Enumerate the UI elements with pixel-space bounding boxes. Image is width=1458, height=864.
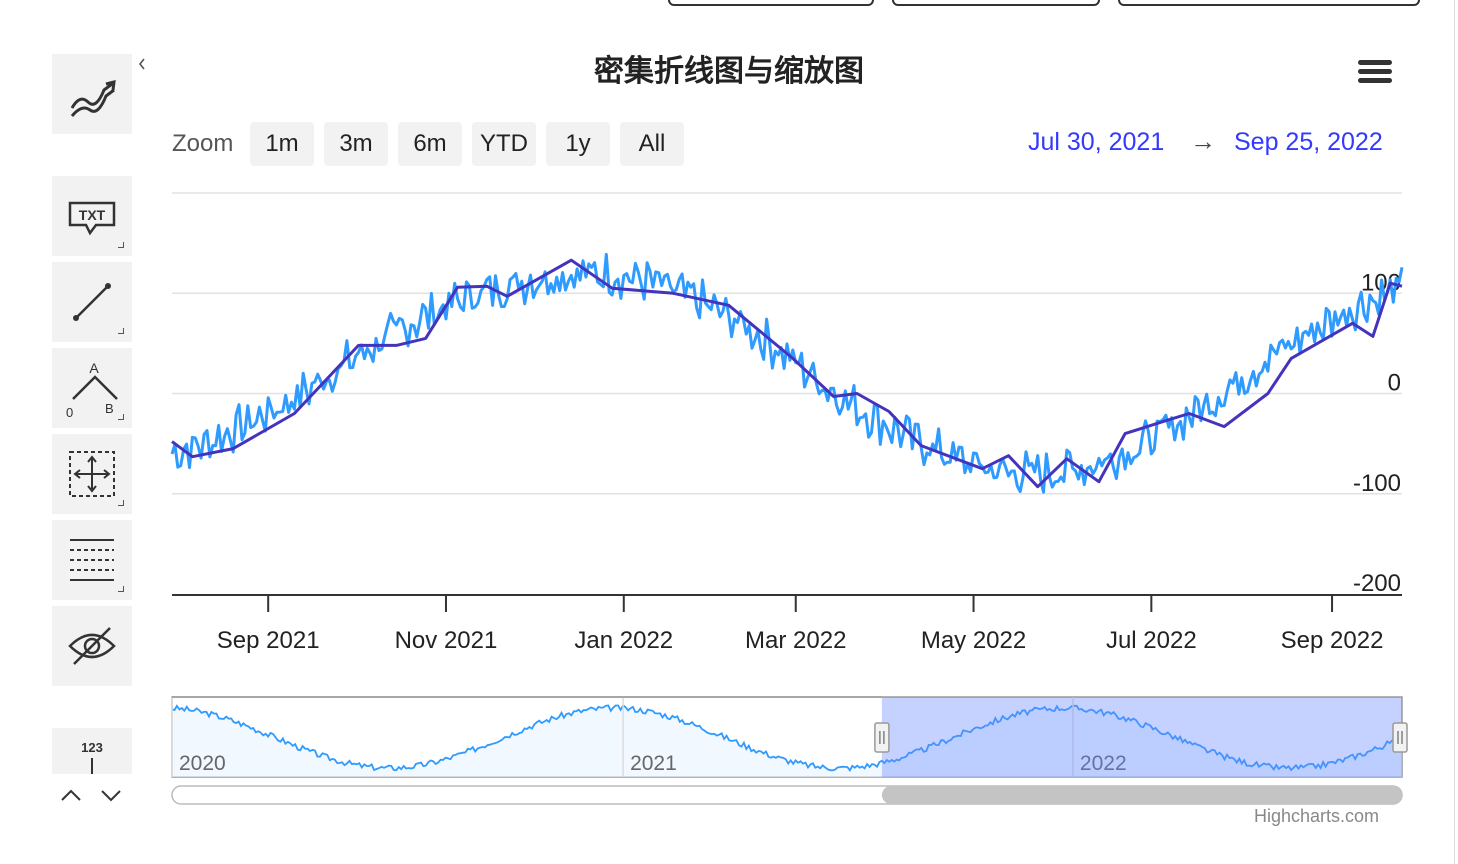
handle-body xyxy=(874,722,890,753)
grid-lines-icon xyxy=(70,539,114,581)
measure-icon: A 0 B xyxy=(66,360,118,420)
scroll-down-icon[interactable] xyxy=(101,790,121,802)
x-tick-label: Jan 2022 xyxy=(574,627,673,654)
zoom-all-button[interactable]: All xyxy=(620,122,684,166)
x-tick-label: Sep 2022 xyxy=(1281,627,1384,654)
right-divider xyxy=(1454,0,1455,864)
x-tick-label: Jul 2022 xyxy=(1106,627,1197,654)
range-arrow-icon: → xyxy=(1190,126,1216,156)
submenu-corner xyxy=(118,500,124,506)
navigator-year-label: 2022 xyxy=(1080,752,1127,775)
visibility-button[interactable] xyxy=(52,606,132,686)
grid-lines-button[interactable] xyxy=(52,520,132,600)
submenu-corner xyxy=(118,414,124,420)
chevron-left-icon xyxy=(138,58,145,70)
submenu-corner xyxy=(118,328,124,334)
top-button-3[interactable] xyxy=(1118,0,1420,6)
y-tick-label: -100 xyxy=(1353,470,1401,497)
navigator-selection-mask[interactable] xyxy=(881,697,1402,777)
line-drawing-icon xyxy=(73,283,111,321)
zoom-6m-button[interactable]: 6m xyxy=(398,122,462,166)
range-from-input[interactable]: Jul 30, 2021 xyxy=(1028,128,1165,156)
menu-bar xyxy=(1358,60,1392,65)
x-tick-label: Nov 2021 xyxy=(395,627,498,654)
measure-button[interactable]: A 0 B xyxy=(52,348,132,428)
measure-label-b: B xyxy=(105,401,114,416)
line-drawing-button[interactable] xyxy=(52,262,132,342)
number-label-text: 123 xyxy=(81,740,103,755)
handle-body xyxy=(1392,722,1408,753)
zoom-3m-button[interactable]: 3m xyxy=(324,122,388,166)
submenu-corner xyxy=(118,586,124,592)
series-line-aggregated xyxy=(171,258,1403,489)
context-menu-button[interactable] xyxy=(1356,58,1396,88)
indicators-icon xyxy=(70,80,116,117)
submenu-corner xyxy=(118,242,124,248)
measure-label-a: A xyxy=(89,360,99,376)
zoom-1m-button[interactable]: 1m xyxy=(250,122,314,166)
scrollbar-thumb[interactable] xyxy=(881,786,1402,804)
plot-area xyxy=(170,252,1404,494)
navigator-line xyxy=(171,703,1403,772)
text-annotation-label: TXT xyxy=(79,207,106,223)
top-button-1[interactable] xyxy=(668,0,874,6)
x-axis: Sep 2021 Nov 2021 Jan 2022 Mar 2022 May 2022… xyxy=(172,594,1402,654)
y-tick-label: -200 xyxy=(1353,570,1401,597)
scroll-up-icon[interactable] xyxy=(61,789,81,801)
zoom-1y-button[interactable]: 1y xyxy=(546,122,610,166)
toolbar-collapse-button[interactable] xyxy=(134,54,150,74)
x-tick-label: Mar 2022 xyxy=(745,627,846,654)
crosshair-icon xyxy=(69,451,115,497)
navigator-area xyxy=(172,705,1402,777)
menu-bar xyxy=(1358,69,1392,74)
grid-lines xyxy=(172,192,1402,495)
crosshair-button[interactable] xyxy=(52,434,132,514)
navigator-handle-right[interactable] xyxy=(1392,722,1408,753)
visibility-icon xyxy=(68,627,116,665)
toolbar-scroll-arrows xyxy=(61,789,121,802)
highcharts-credit[interactable]: Highcharts.com xyxy=(1254,806,1380,826)
navigator-handle-left[interactable] xyxy=(874,722,890,753)
chart-title: 密集折线图与缩放图 xyxy=(594,55,864,88)
indicators-button[interactable] xyxy=(52,54,132,134)
x-tick-label: May 2022 xyxy=(921,627,1026,654)
text-annotation-button[interactable]: TXT xyxy=(52,176,132,256)
number-label-icon: 123 xyxy=(81,740,103,774)
number-label-button[interactable]: 123 xyxy=(52,728,132,774)
series-line-dense xyxy=(170,252,1404,494)
top-button-2[interactable] xyxy=(892,0,1100,6)
zoom-label: Zoom xyxy=(172,130,234,157)
navigator: 2020 2021 2022 xyxy=(171,696,1408,805)
menu-bar xyxy=(1358,78,1392,83)
text-annotation-icon: TXT xyxy=(68,201,116,236)
navigator-year-label: 2021 xyxy=(630,752,677,775)
range-to-input[interactable]: Sep 25, 2022 xyxy=(1234,128,1383,156)
measure-label-0: 0 xyxy=(66,405,73,420)
y-tick-label: 0 xyxy=(1388,370,1401,397)
navigator-year-label: 2020 xyxy=(179,752,226,775)
zoom-ytd-button[interactable]: YTD xyxy=(472,122,536,166)
x-tick-label: Sep 2021 xyxy=(217,627,320,654)
